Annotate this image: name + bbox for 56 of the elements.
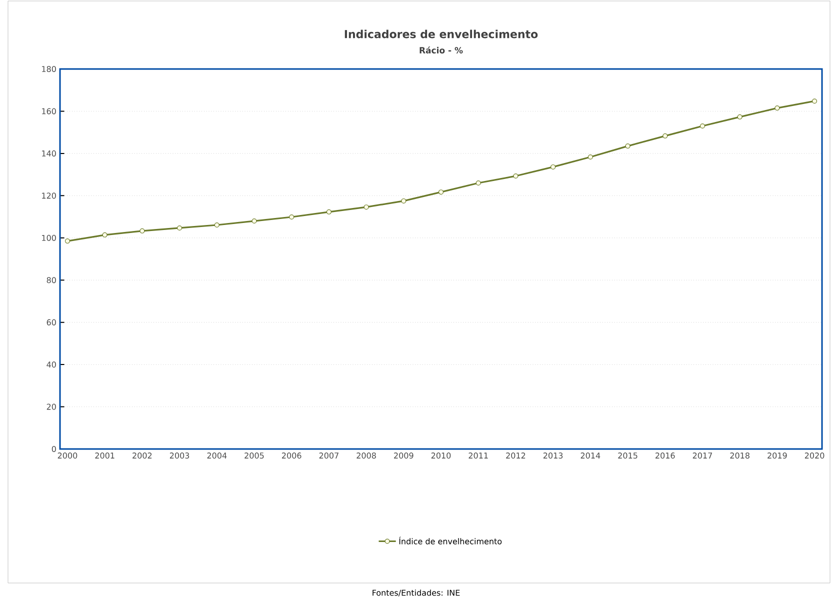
x-tick-label: 2005 (244, 452, 264, 459)
x-tick-label: 2014 (580, 452, 600, 459)
point (700, 124, 705, 128)
y-tick-label: 140 (42, 150, 56, 156)
point (662, 133, 668, 138)
point (102, 232, 108, 238)
y-tick-label: 160 (42, 108, 56, 114)
x-tick-label: 2002 (132, 452, 152, 459)
x-tick-label: 2001 (95, 452, 114, 459)
legend-label: Índice de envelhecimento (399, 536, 502, 544)
x-tick-label: 2020 (804, 452, 824, 459)
x-tick-label: 2019 (768, 452, 787, 459)
x-tick-label: 2017 (692, 452, 712, 459)
point (289, 214, 294, 220)
point (214, 222, 220, 228)
point (550, 164, 556, 170)
point (140, 228, 145, 234)
x-tick-label: 2010 (431, 452, 451, 459)
x-tick-label: 2011 (468, 452, 488, 459)
y-tick-label: 40 (46, 362, 56, 368)
point (774, 106, 780, 111)
point (64, 238, 70, 244)
y-tick-label: 180 (42, 66, 56, 72)
x-tick-label: 2013 (543, 452, 563, 459)
y-tick-label: 100 (42, 234, 56, 241)
point (812, 98, 818, 104)
point (252, 218, 257, 224)
chart-title: Indicadores de envelhecimento (344, 30, 538, 38)
point (177, 225, 182, 230)
x-tick-label: 2009 (394, 452, 414, 459)
point (476, 180, 481, 186)
x-tick-label: 2004 (207, 452, 227, 459)
x-tick-label: 2000 (58, 452, 78, 459)
point (737, 114, 742, 120)
text: Fontes/Entidades: INE (372, 590, 460, 596)
y-tick-label: 120 (42, 192, 56, 199)
x-tick-label: 2003 (170, 452, 190, 459)
y-tick-label: 80 (46, 277, 56, 284)
point (364, 204, 369, 210)
x-tick-label: 2006 (282, 452, 302, 459)
x-tick-label: 2018 (730, 452, 750, 459)
x-tick-label: 2015 (618, 452, 638, 459)
y-tick-label: 60 (46, 319, 56, 326)
y-tick-label: 20 (46, 404, 56, 410)
x-tick-label: 2016 (656, 452, 675, 459)
y-tick-label: 0 (52, 446, 56, 452)
x-tick-label: 2012 (506, 452, 526, 459)
point (588, 154, 593, 160)
chart-subtitle: Rácio - % (420, 46, 463, 54)
point (401, 198, 406, 204)
point (625, 144, 630, 149)
x-tick-label: 2008 (356, 452, 376, 459)
point (326, 209, 332, 214)
x-tick-label: 2007 (319, 452, 338, 459)
point (438, 190, 444, 195)
point (513, 174, 518, 179)
